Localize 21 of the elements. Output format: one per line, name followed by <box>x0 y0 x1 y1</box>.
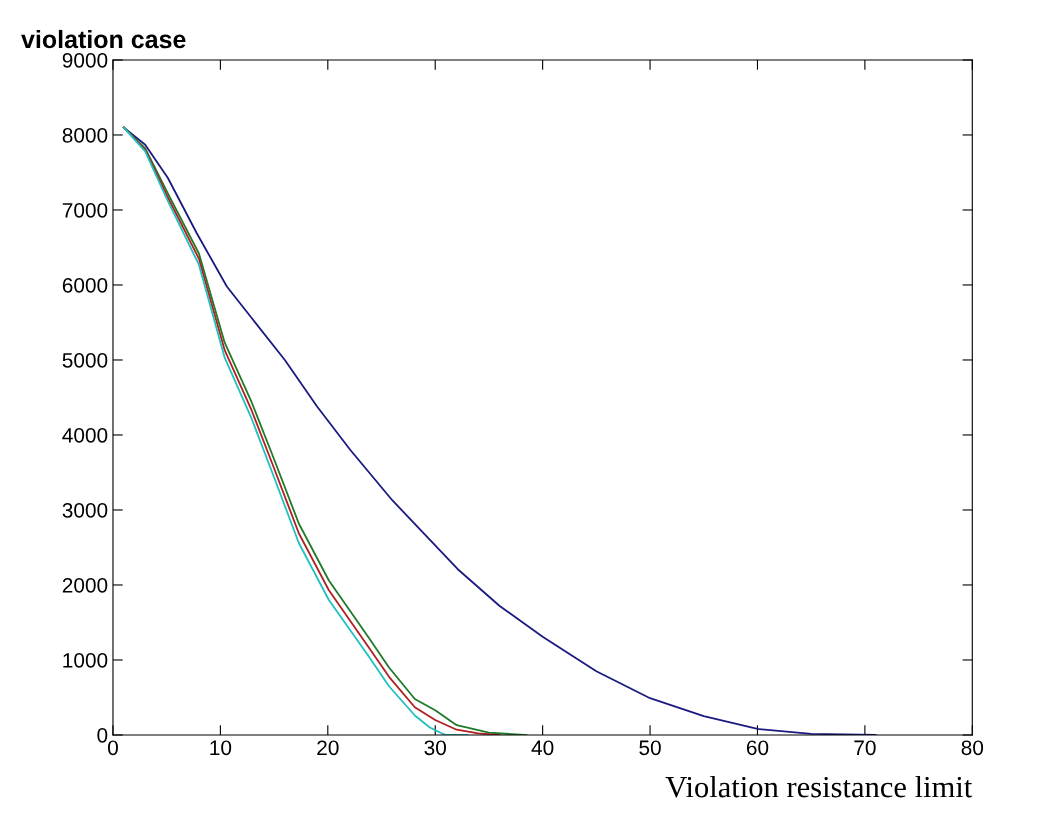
y-tick-label: 1000 <box>63 652 108 668</box>
x-tick-label: 10 <box>210 740 232 756</box>
x-tick-label: 80 <box>961 740 984 756</box>
x-tick-label: 0 <box>108 740 118 756</box>
y-tick-label: 4000 <box>62 427 108 443</box>
y-axis-title: violation case <box>21 29 186 49</box>
x-tick-label: 60 <box>746 740 769 756</box>
y-tick-label: 7000 <box>62 202 108 218</box>
y-tick-label: 6000 <box>62 277 108 293</box>
x-axis-title: Violation resistance limit <box>665 775 973 798</box>
y-tick-label: 3000 <box>62 502 108 518</box>
y-tick-label: 2000 <box>62 577 108 593</box>
x-tick-label: 70 <box>854 740 876 756</box>
x-tick-label: 20 <box>317 740 339 756</box>
x-tick-label: 40 <box>531 740 554 756</box>
y-tick-label: 9000 <box>62 52 108 68</box>
x-tick-label: 50 <box>639 740 661 756</box>
y-tick-label: 0 <box>97 727 108 743</box>
y-tick-label: 8000 <box>62 127 108 143</box>
x-tick-label: 30 <box>424 740 446 756</box>
y-tick-label: 5000 <box>62 352 108 368</box>
